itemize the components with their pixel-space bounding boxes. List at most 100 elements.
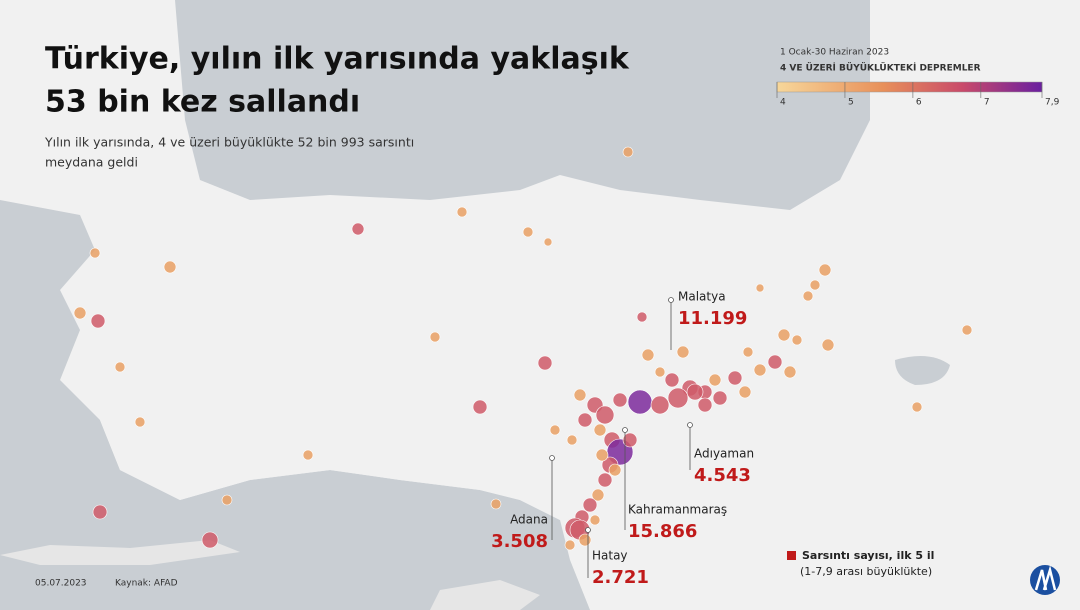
scale-label: 6	[916, 98, 922, 108]
quake-dot	[708, 373, 722, 387]
quake-dot	[351, 222, 365, 236]
quake-dot	[593, 423, 607, 437]
quake-dot	[114, 361, 126, 373]
quake-dot	[622, 432, 638, 448]
quake-dot	[578, 533, 592, 547]
quake-dot	[573, 388, 587, 402]
quake-dot	[821, 338, 835, 352]
quake-dot	[564, 539, 576, 551]
quake-dot	[92, 504, 108, 520]
quake-dot	[818, 263, 832, 277]
city-count: 11.199	[678, 308, 747, 329]
subtitle: Yılın ilk yarısında, 4 ve üzeri büyüklük…	[44, 135, 414, 150]
quake-dot	[537, 355, 553, 371]
quake-dot	[686, 383, 704, 401]
city-labels: Malatya 11.199 Adıyaman 4.543 Kahramanmaraş 1…	[491, 290, 754, 589]
quake-dot	[802, 290, 814, 302]
quake-dot	[134, 416, 146, 428]
subtitle: meydana geldi	[45, 155, 138, 170]
title: 53 bin kez sallandı	[45, 85, 360, 120]
quake-dot	[641, 348, 655, 362]
city-count: 15.866	[628, 521, 697, 542]
quake-dot	[622, 146, 634, 158]
quake-dot	[90, 313, 106, 329]
sea-west-south	[0, 200, 590, 610]
legend-bar	[776, 81, 1043, 93]
aa-logo	[1030, 565, 1060, 595]
quake-dot	[742, 346, 754, 358]
quake-dot	[429, 331, 441, 343]
quake-dot	[221, 494, 233, 506]
quake-dot	[676, 345, 690, 359]
quake-dot	[522, 226, 534, 238]
quake-dot	[549, 424, 561, 436]
quake-dot	[490, 498, 502, 510]
leader-dot	[622, 427, 628, 433]
legend-swatch	[787, 551, 796, 560]
quake-dot	[595, 448, 609, 462]
legend-scale: 4 5 6 7 7,9	[776, 82, 1060, 108]
city-count: 4.543	[694, 465, 751, 486]
quake-dot	[589, 514, 601, 526]
quake-dot	[577, 412, 593, 428]
quake-dot	[767, 354, 783, 370]
city-name: Kahramanmaraş	[628, 503, 727, 517]
quake-dot	[712, 390, 728, 406]
quake-dot	[597, 472, 613, 488]
quake-dot	[777, 328, 791, 342]
quake-dot	[697, 397, 713, 413]
footer-date: 05.07.2023	[35, 579, 87, 589]
quake-dot	[201, 531, 219, 549]
coast	[100, 420, 575, 520]
title: Türkiye, yılın ilk yarısında yaklaşık	[45, 42, 630, 77]
quake-dot	[163, 260, 177, 274]
quake-dot	[753, 363, 767, 377]
quake-dot	[650, 395, 670, 415]
legend-title: 4 VE ÜZERİ BÜYÜKLÜKTEKİ DEPREMLER	[780, 63, 981, 74]
quake-dot	[73, 306, 87, 320]
crete	[0, 540, 240, 565]
quake-dot	[302, 449, 314, 461]
legend-period: 1 Ocak-30 Haziran 2023	[780, 48, 889, 58]
quake-dot	[667, 387, 689, 409]
legend-count-title: Sarsıntı sayısı, ilk 5 il	[802, 549, 934, 562]
quake-dot	[472, 399, 488, 415]
scale-label: 7,9	[1045, 98, 1060, 108]
city-name: Malatya	[678, 290, 726, 304]
leader-dot	[687, 422, 693, 428]
lake-van	[895, 356, 950, 385]
quake-dot	[543, 237, 553, 247]
cyprus	[430, 580, 540, 610]
quake-dot	[636, 311, 648, 323]
scale-label: 7	[984, 98, 990, 108]
quake-dot	[738, 385, 752, 399]
quake-dot	[612, 392, 628, 408]
city-count: 3.508	[491, 531, 548, 552]
black-sea	[175, 0, 870, 210]
city-count: 2.721	[592, 567, 649, 588]
quake-dot	[582, 497, 598, 513]
quake-dot	[566, 434, 578, 446]
quake-dot	[755, 283, 765, 293]
quake-dot	[456, 206, 468, 218]
quake-dot	[608, 463, 622, 477]
quake-dot	[727, 370, 743, 386]
quake-dot	[809, 279, 821, 291]
quake-dot	[791, 334, 803, 346]
quake-dot	[783, 365, 797, 379]
quake-dot	[664, 372, 680, 388]
city-name: Adıyaman	[694, 447, 754, 461]
quake-dots	[73, 146, 973, 551]
scale-label: 4	[780, 98, 786, 108]
quake-dot	[911, 401, 923, 413]
leader-dot	[585, 527, 591, 533]
quake-dot	[595, 405, 615, 425]
quake-dot	[89, 247, 101, 259]
legend-count-note: (1-7,9 arası büyüklükte)	[800, 565, 932, 578]
leader-dot	[668, 297, 674, 303]
quake-dot	[961, 324, 973, 336]
city-name: Hatay	[592, 549, 628, 563]
quake-dot	[627, 389, 653, 415]
city-name: Adana	[510, 513, 548, 527]
